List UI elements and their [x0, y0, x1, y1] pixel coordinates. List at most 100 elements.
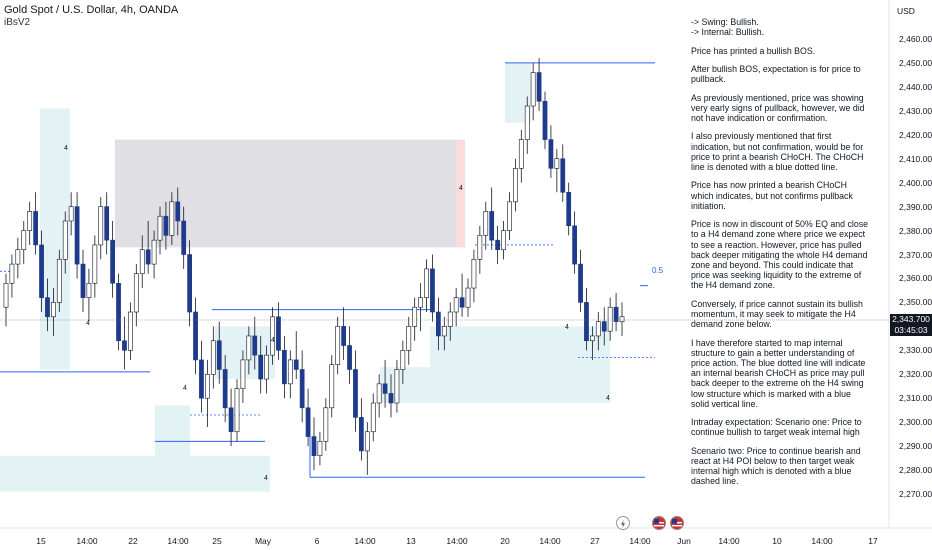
time-tick-label: 15: [36, 536, 46, 546]
candle-body: [311, 436, 317, 457]
candle-body: [382, 383, 388, 394]
fib-level-label: 0.5: [652, 266, 664, 275]
price-tick-label: 2,270.000: [899, 489, 932, 500]
price-tick-label: 2,430.000: [899, 105, 932, 116]
price-tick-label: 2,310.000: [899, 393, 932, 404]
candle-body: [252, 335, 258, 356]
time-tick-label: 17: [868, 536, 878, 546]
zone-timeframe-label: 4: [64, 145, 68, 152]
candle-body: [240, 359, 246, 389]
candle-body: [270, 316, 275, 356]
candle-body: [548, 139, 554, 169]
candle-body: [430, 268, 435, 313]
candle-body: [518, 139, 524, 169]
price-tick-label: 2,460.000: [899, 33, 932, 44]
candle-body: [560, 158, 566, 193]
candle-body: [370, 402, 376, 433]
zone-timeframe-label: 4: [459, 185, 463, 192]
time-tick-label: 10: [772, 536, 782, 546]
candle-body: [276, 316, 281, 351]
candle-body: [15, 249, 21, 265]
candle-body: [193, 311, 198, 361]
candle-body: [104, 206, 110, 241]
time-tick-label: 14:00: [811, 536, 833, 546]
candle-body: [489, 211, 495, 241]
candle-body: [145, 249, 151, 265]
candle-body: [335, 326, 341, 365]
candle-body: [364, 431, 370, 452]
candle-body: [228, 407, 234, 433]
candles-layer: [3, 58, 625, 475]
note-paragraph: After bullish BOS, expectation is for pr…: [691, 63, 861, 85]
candle-body: [317, 441, 323, 457]
candle-body: [329, 364, 335, 409]
note-paragraph: Scenario two: Price to continue bearish …: [691, 445, 861, 487]
time-tick-label: May: [254, 536, 272, 546]
candle-body: [128, 311, 133, 351]
time-tick-label: 14:00: [629, 536, 651, 546]
zones-layer: [0, 62, 610, 492]
current-price-value: 2,343.700: [892, 314, 930, 324]
candle-body: [27, 211, 33, 231]
candle-body: [222, 369, 228, 409]
candle-body: [542, 100, 548, 140]
price-tick-label: 2,290.000: [899, 441, 932, 452]
candle-body: [495, 239, 500, 251]
time-tick-label: 14:00: [539, 536, 561, 546]
us-flag-event-icon[interactable]: [652, 516, 666, 530]
demand-zone: [380, 367, 610, 404]
candle-body: [406, 326, 412, 351]
us-flag-event-icon[interactable]: [670, 516, 684, 530]
time-tick-label: 25: [212, 536, 222, 546]
price-tick-label: 2,370.000: [899, 249, 932, 260]
candle-body: [216, 340, 222, 370]
candle-body: [441, 326, 447, 337]
demand-zone: [0, 455, 270, 492]
note-paragraph: I also previously mentioned that first i…: [691, 131, 864, 172]
candle-body: [566, 191, 572, 227]
structure-lines-layer: [0, 62, 655, 478]
candle-body: [246, 335, 252, 361]
candle-body: [187, 254, 192, 313]
candle-body: [293, 359, 299, 370]
candle-body: [590, 335, 595, 342]
note-paragraph: Price has now printed a bearish CHoCH wh…: [691, 180, 853, 211]
candle-body: [412, 306, 418, 327]
candle-body: [507, 201, 512, 231]
price-tick-label: 2,280.000: [899, 465, 932, 476]
zone-timeframe-label: 4: [86, 320, 90, 327]
candle-body: [92, 244, 98, 284]
candle-body: [501, 230, 506, 251]
candle-body: [601, 321, 607, 332]
candle-body: [122, 340, 127, 351]
candle-body: [163, 215, 169, 236]
candle-body: [210, 340, 216, 375]
zone-timeframe-label: 4: [183, 385, 187, 392]
note-paragraph: Price is now in discount of 50% EQ and c…: [691, 219, 869, 291]
time-tick-label: 14:00: [76, 536, 98, 546]
time-tick-label: 22: [128, 536, 138, 546]
candle-body: [424, 268, 429, 298]
candle-body: [205, 373, 210, 399]
zone-timeframe-label: 4: [264, 475, 268, 482]
candle-body: [554, 158, 560, 169]
demand-zone: [155, 405, 190, 456]
candle-body: [418, 297, 423, 308]
candle-body: [584, 302, 589, 342]
candle-body: [51, 302, 56, 318]
time-tick-label: 27: [590, 536, 600, 546]
chart-title: Gold Spot / U.S. Dollar, 4h, OANDA: [4, 4, 179, 16]
time-tick-label: 14:00: [718, 536, 740, 546]
candle-body: [513, 168, 518, 203]
note-paragraph: Intraday expectation: Scenario one: Pric…: [691, 417, 862, 438]
indicator-label[interactable]: iBsV2: [4, 17, 31, 28]
candle-body: [471, 259, 477, 289]
lightning-event-icon[interactable]: [616, 516, 630, 530]
time-tick-label: 6: [314, 536, 320, 546]
candle-body: [258, 354, 264, 380]
currency-label[interactable]: USD: [897, 6, 915, 16]
note-paragraph: Conversely, if price cannot sustain its …: [691, 298, 863, 330]
supply-zone-edge: [456, 139, 465, 248]
candle-body: [56, 259, 62, 303]
